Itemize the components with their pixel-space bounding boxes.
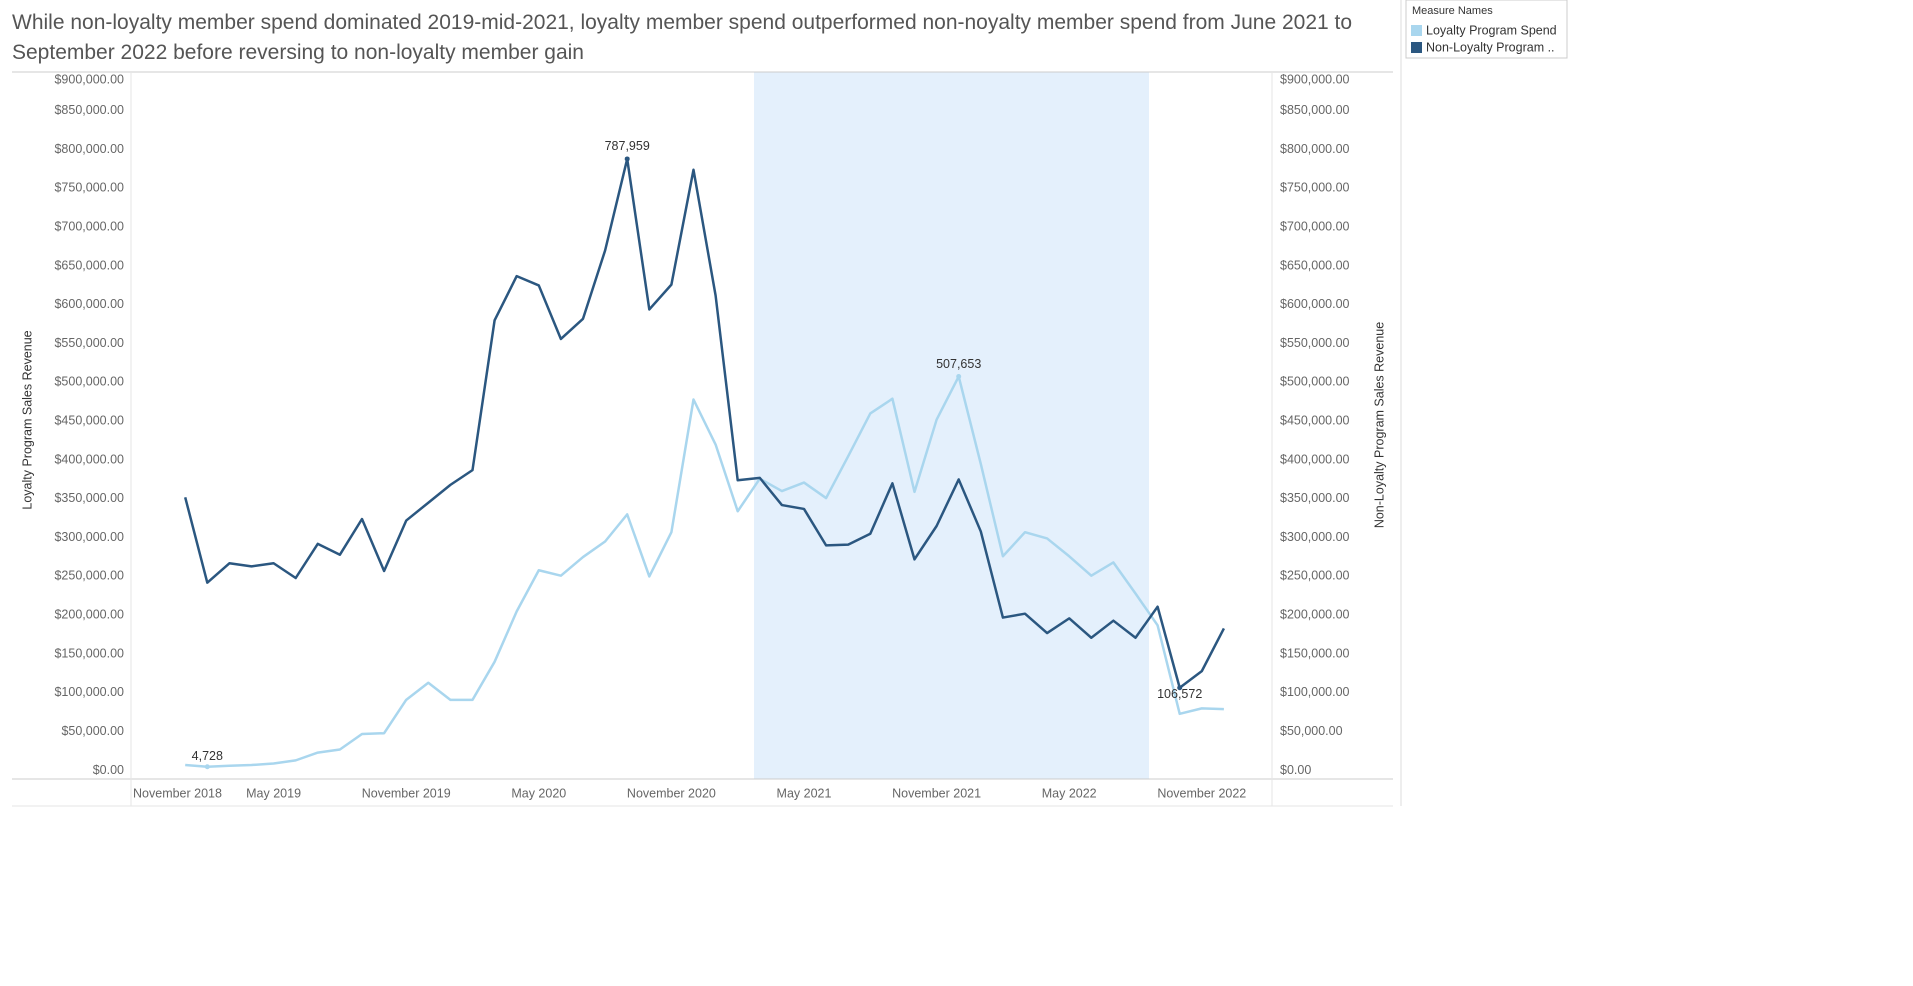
x-tick-label: November 2019 <box>362 786 451 800</box>
y2-tick-label: $800,000.00 <box>1280 142 1350 156</box>
x-tick-label: May 2019 <box>246 786 301 800</box>
y2-tick-label: $450,000.00 <box>1280 414 1350 428</box>
data-label: 4,728 <box>192 749 223 763</box>
y2-axis-label: Non-Loyalty Program Sales Revenue <box>1372 322 1386 528</box>
y-tick-label: $800,000.00 <box>54 142 124 156</box>
annotated-point <box>624 156 630 162</box>
y2-tick-label: $900,000.00 <box>1280 72 1350 86</box>
annotated-point <box>956 373 962 379</box>
y-tick-label: $350,000.00 <box>54 491 124 505</box>
y2-tick-label: $850,000.00 <box>1280 103 1350 117</box>
y-tick-label: $650,000.00 <box>54 258 124 272</box>
x-tick-label: May 2022 <box>1042 786 1097 800</box>
y-tick-label: $150,000.00 <box>54 646 124 660</box>
data-label: 507,653 <box>936 357 981 371</box>
y2-tick-label: $650,000.00 <box>1280 258 1350 272</box>
y-tick-label: $500,000.00 <box>54 375 124 389</box>
y-tick-label: $250,000.00 <box>54 569 124 583</box>
y2-tick-label: $500,000.00 <box>1280 375 1350 389</box>
y-tick-label: $0.00 <box>93 763 124 777</box>
x-tick-label: May 2021 <box>777 786 832 800</box>
y-tick-label: $400,000.00 <box>54 452 124 466</box>
legend-label: Loyalty Program Spend <box>1426 23 1557 37</box>
legend-swatch <box>1411 42 1422 53</box>
legend-swatch <box>1411 25 1422 36</box>
y-tick-label: $900,000.00 <box>54 72 124 86</box>
annotated-point <box>204 764 210 770</box>
y-tick-label: $700,000.00 <box>54 220 124 234</box>
y2-tick-label: $100,000.00 <box>1280 685 1350 699</box>
legend-box <box>1405 0 1568 59</box>
y-tick-label: $600,000.00 <box>54 297 124 311</box>
x-tick-label: November 2022 <box>1157 786 1246 800</box>
y2-tick-label: $250,000.00 <box>1280 569 1350 583</box>
x-tick-label: November 2021 <box>892 786 981 800</box>
legend-label: Non-Loyalty Program .. <box>1426 40 1555 54</box>
y-tick-label: $450,000.00 <box>54 414 124 428</box>
y2-tick-label: $50,000.00 <box>1280 724 1343 738</box>
y-tick-label: $100,000.00 <box>54 685 124 699</box>
series-line <box>185 375 1224 769</box>
y-tick-label: $300,000.00 <box>54 530 124 544</box>
y2-tick-label: $750,000.00 <box>1280 181 1350 195</box>
y-tick-label: $850,000.00 <box>54 103 124 117</box>
y2-tick-label: $350,000.00 <box>1280 491 1350 505</box>
x-tick-label: May 2020 <box>511 786 566 800</box>
y2-tick-label: $200,000.00 <box>1280 608 1350 622</box>
y-tick-label: $550,000.00 <box>54 336 124 350</box>
y2-tick-label: $550,000.00 <box>1280 336 1350 350</box>
y-tick-label: $200,000.00 <box>54 608 124 622</box>
chart-title: While non-loyalty member spend dominated… <box>12 11 1353 64</box>
y-axis-label: Loyalty Program Sales Revenue <box>20 330 34 509</box>
x-tick-label: November 2020 <box>627 786 716 800</box>
annotated-point <box>1177 685 1183 691</box>
highlight-band <box>754 72 1149 779</box>
x-tick-label: November 2018 <box>133 786 222 800</box>
series-line <box>183 157 1226 690</box>
data-label: 106,572 <box>1157 687 1202 701</box>
y2-tick-label: $0.00 <box>1280 763 1311 777</box>
y2-tick-label: $300,000.00 <box>1280 530 1350 544</box>
y2-tick-label: $700,000.00 <box>1280 220 1350 234</box>
y-tick-label: $50,000.00 <box>61 724 124 738</box>
y2-tick-label: $150,000.00 <box>1280 646 1350 660</box>
y2-tick-label: $600,000.00 <box>1280 297 1350 311</box>
legend-title: Measure Names <box>1412 5 1493 17</box>
data-label: 787,959 <box>605 139 650 153</box>
y2-tick-label: $400,000.00 <box>1280 452 1350 466</box>
y-tick-label: $750,000.00 <box>54 181 124 195</box>
